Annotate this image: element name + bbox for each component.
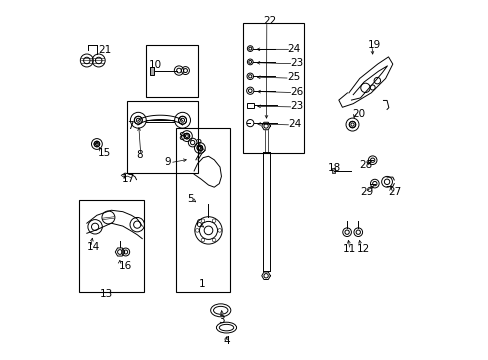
Text: 8: 8 — [178, 132, 184, 142]
Text: 29: 29 — [360, 186, 373, 197]
Text: 24: 24 — [288, 119, 301, 129]
Text: 22: 22 — [263, 16, 276, 26]
Text: 7: 7 — [127, 121, 134, 131]
Bar — [332, 168, 335, 173]
Text: 13: 13 — [100, 289, 113, 300]
Text: 11: 11 — [342, 244, 355, 254]
Text: 5: 5 — [187, 194, 194, 204]
Text: 27: 27 — [387, 186, 400, 197]
Text: 24: 24 — [286, 44, 300, 54]
Text: 12: 12 — [356, 244, 369, 254]
Bar — [145, 45, 197, 97]
Bar — [150, 67, 154, 75]
Text: 28: 28 — [358, 159, 371, 170]
Bar — [242, 23, 303, 153]
Text: 9: 9 — [164, 157, 171, 167]
Text: 4: 4 — [223, 336, 230, 346]
Text: 14: 14 — [87, 242, 100, 252]
Text: 10: 10 — [149, 60, 162, 70]
Text: 23: 23 — [290, 58, 303, 68]
Text: 1: 1 — [198, 279, 204, 289]
Text: 21: 21 — [99, 45, 112, 55]
Text: 15: 15 — [98, 148, 111, 158]
Text: 17: 17 — [121, 174, 134, 184]
Text: 3: 3 — [218, 315, 225, 325]
Text: 25: 25 — [286, 72, 300, 82]
Text: 8: 8 — [136, 150, 143, 160]
Text: 18: 18 — [327, 163, 341, 173]
Text: 20: 20 — [351, 109, 364, 119]
Text: 16: 16 — [119, 261, 132, 271]
Text: 2: 2 — [194, 139, 201, 149]
Bar — [247, 103, 253, 108]
Text: 6: 6 — [194, 219, 201, 229]
Text: 23: 23 — [290, 101, 303, 111]
Text: 19: 19 — [367, 40, 381, 50]
Text: 26: 26 — [290, 87, 303, 97]
Bar — [79, 200, 143, 292]
Bar — [176, 128, 230, 292]
Bar — [127, 101, 197, 173]
